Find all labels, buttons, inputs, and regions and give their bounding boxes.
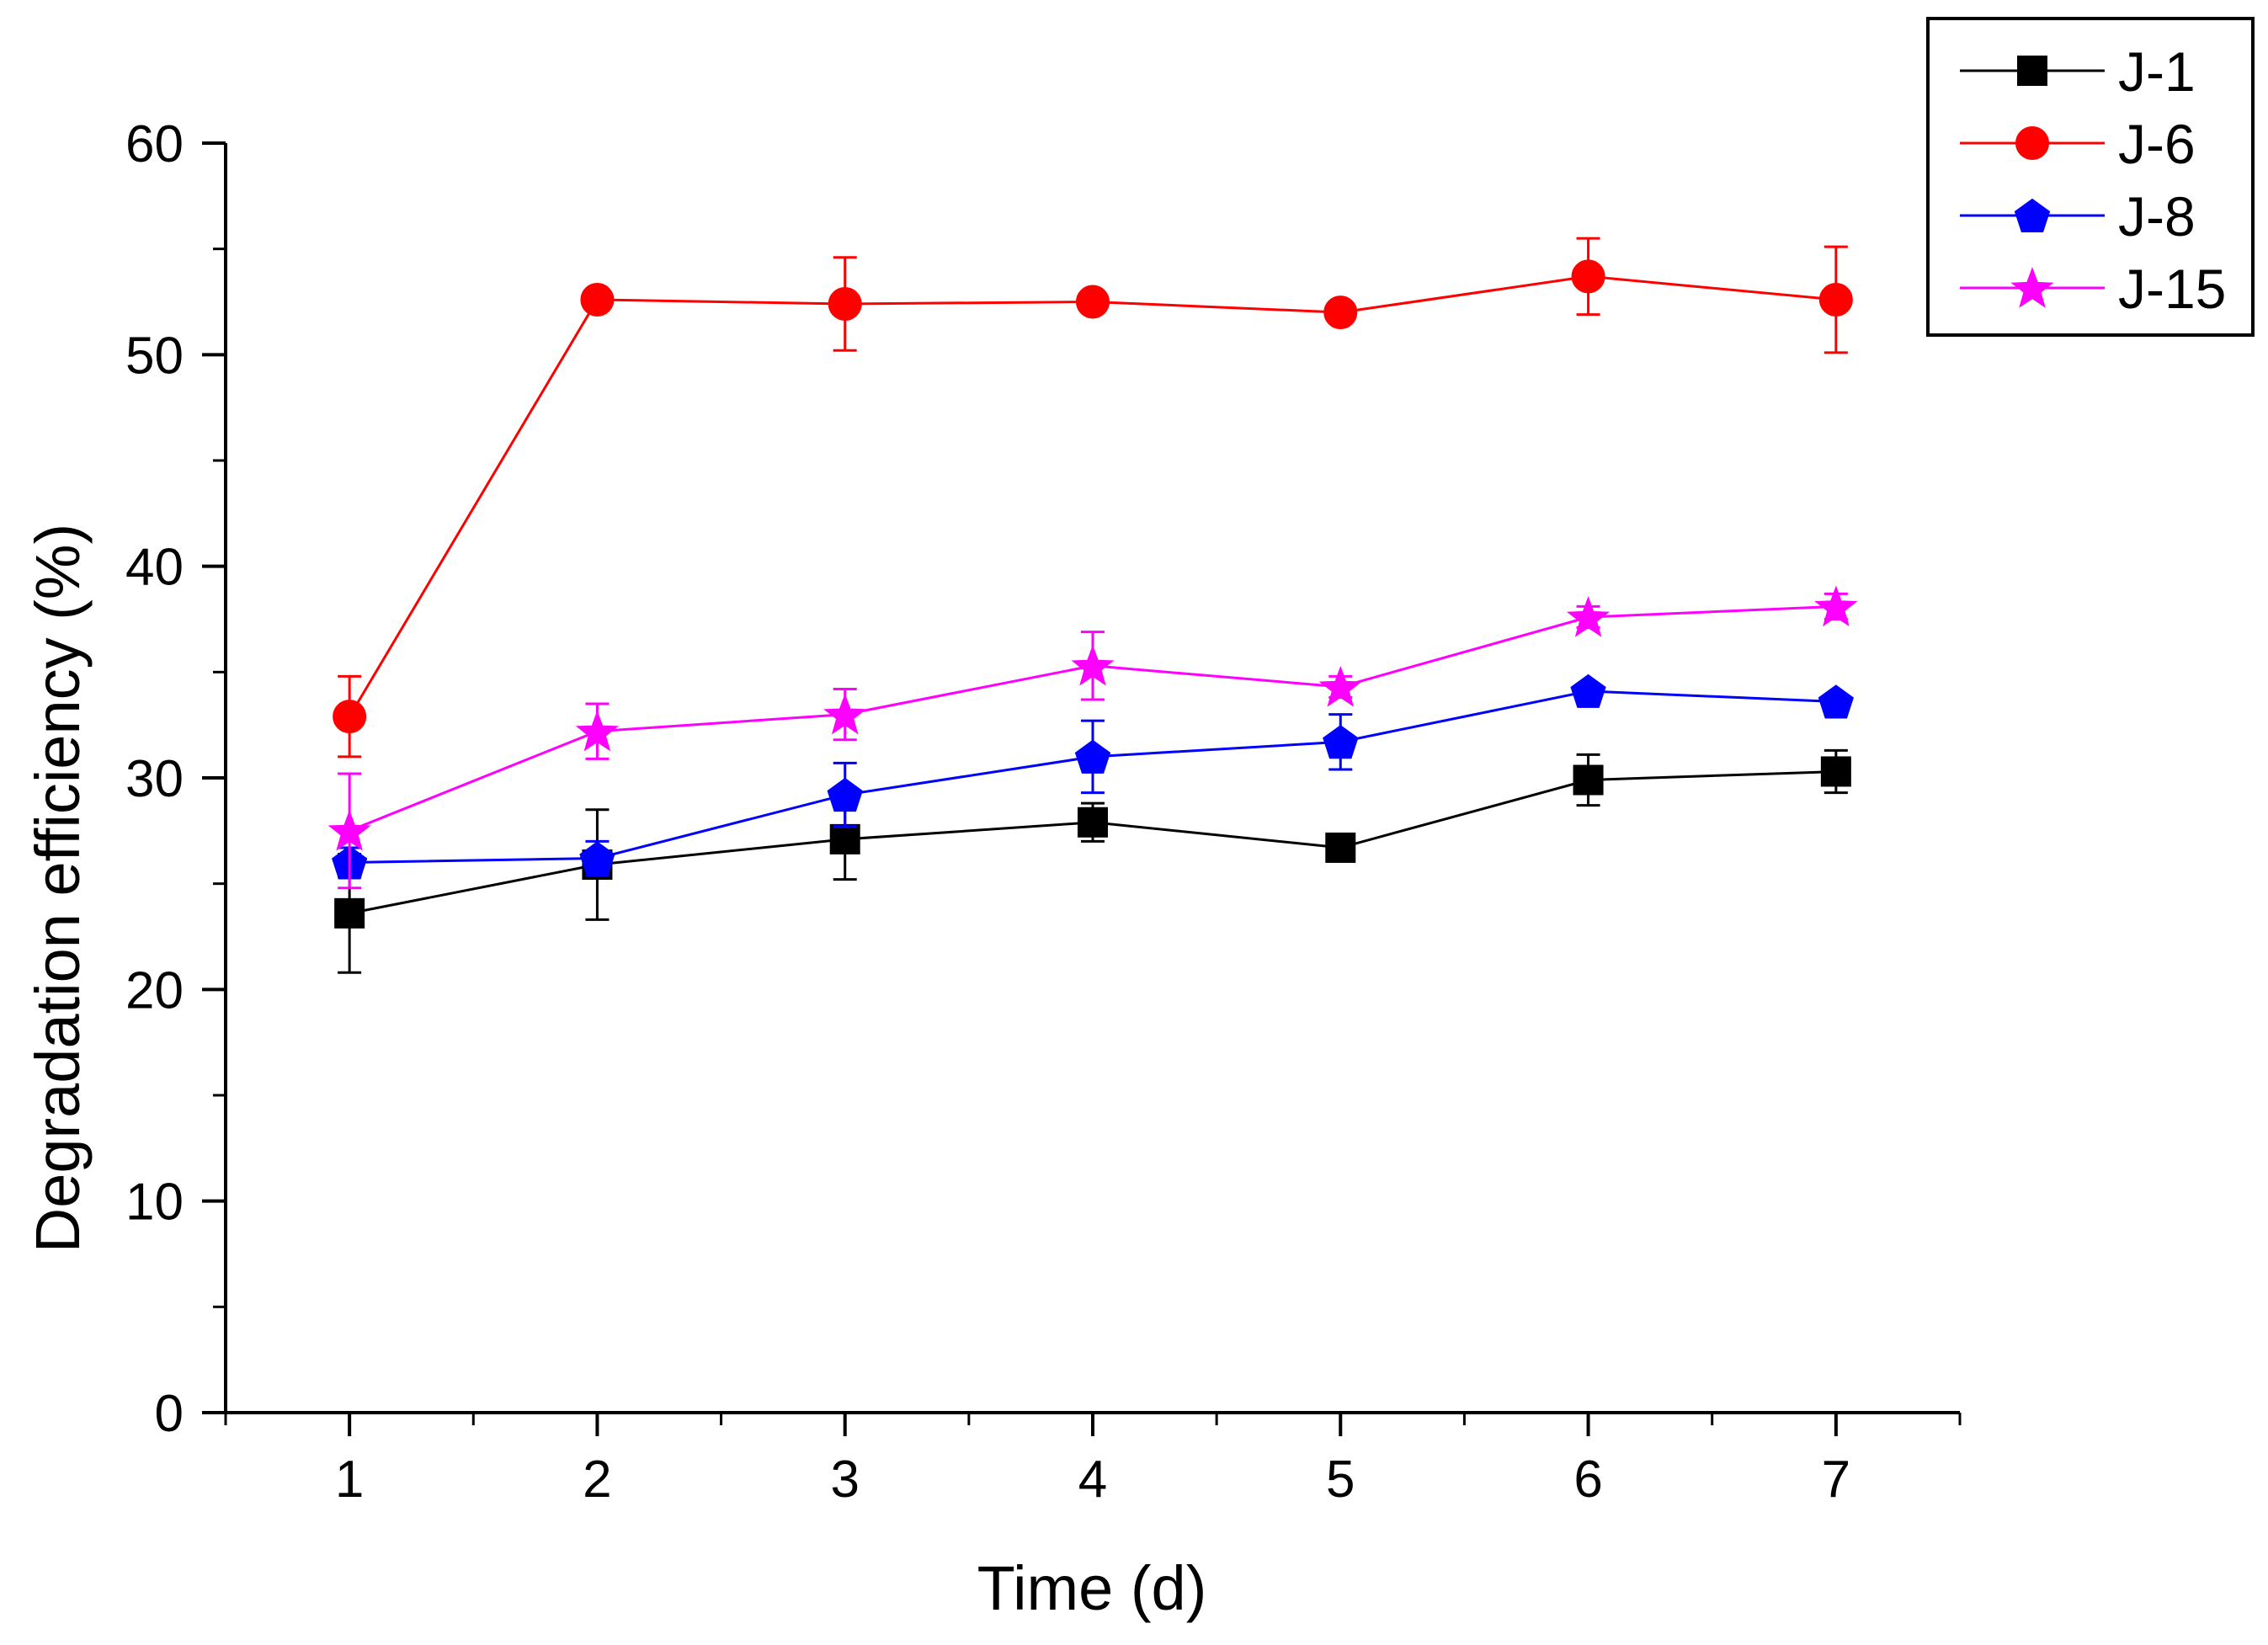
- data-point: [827, 777, 863, 812]
- data-point: [1071, 644, 1115, 686]
- data-point: [1566, 596, 1610, 637]
- data-point: [327, 809, 371, 851]
- data-point: [1573, 764, 1604, 796]
- legend-marker: [2010, 267, 2054, 308]
- x-axis-ticks: 1 2 3 4 5 6 7: [224, 1413, 1962, 1509]
- y-tick-label: 60: [125, 115, 184, 173]
- data-point: [580, 282, 615, 317]
- data-point: [1323, 295, 1358, 330]
- legend-item: J-1: [1960, 40, 2196, 103]
- x-axis-title: Time (d): [977, 1553, 1207, 1623]
- series-J-6: [333, 237, 1853, 759]
- series-J-8: [332, 673, 1854, 880]
- legend-item: J-15: [1960, 258, 2226, 320]
- data-point: [333, 700, 367, 734]
- data-point: [1818, 684, 1854, 719]
- data-point: [1323, 725, 1359, 759]
- data-point: [1571, 259, 1605, 294]
- data-point: [1318, 666, 1362, 707]
- x-tick-label: 5: [1326, 1451, 1355, 1509]
- data-point: [1820, 756, 1851, 787]
- legend-item: J-6: [1960, 113, 2196, 175]
- legend-marker: [2017, 56, 2047, 86]
- series-layer: [327, 237, 1858, 974]
- x-tick-label: 7: [1822, 1451, 1850, 1509]
- data-point: [1078, 807, 1108, 838]
- legend-label: J-1: [2118, 40, 2196, 103]
- y-tick-label: 0: [155, 1385, 184, 1443]
- legend-label: J-15: [2118, 258, 2226, 320]
- y-axis-title: Degradation efficiency (%): [23, 524, 93, 1254]
- data-point: [334, 897, 365, 929]
- data-point: [829, 823, 860, 854]
- data-point: [1074, 739, 1111, 774]
- series-J-15: [327, 585, 1858, 890]
- y-tick-label: 20: [125, 961, 184, 1019]
- data-point: [575, 710, 620, 752]
- x-tick-label: 2: [583, 1451, 611, 1509]
- legend-label: J-6: [2118, 113, 2196, 175]
- data-point: [579, 841, 615, 876]
- legend-marker: [2014, 198, 2051, 232]
- legend: J-1 J-6 J-8 J-15: [1926, 17, 2255, 337]
- data-point: [828, 287, 862, 322]
- legend-item: J-8: [1960, 185, 2196, 248]
- data-point: [1076, 285, 1110, 319]
- y-tick-label: 10: [125, 1174, 184, 1232]
- data-point: [1814, 585, 1858, 627]
- data-point: [1818, 282, 1853, 317]
- legend-marker: [2015, 126, 2049, 160]
- y-tick-label: 30: [125, 750, 184, 808]
- y-tick-label: 50: [125, 327, 184, 385]
- x-tick-label: 1: [335, 1451, 364, 1509]
- x-tick-label: 3: [830, 1451, 859, 1509]
- y-axis-ticks: 0 10 20 30 40 50 60: [125, 115, 226, 1443]
- data-point: [823, 693, 867, 735]
- x-tick-label: 4: [1078, 1451, 1107, 1509]
- data-point: [1570, 673, 1606, 708]
- y-tick-label: 40: [125, 539, 184, 597]
- legend-label: J-8: [2118, 185, 2196, 248]
- x-tick-label: 6: [1573, 1451, 1602, 1509]
- data-point: [1325, 832, 1356, 863]
